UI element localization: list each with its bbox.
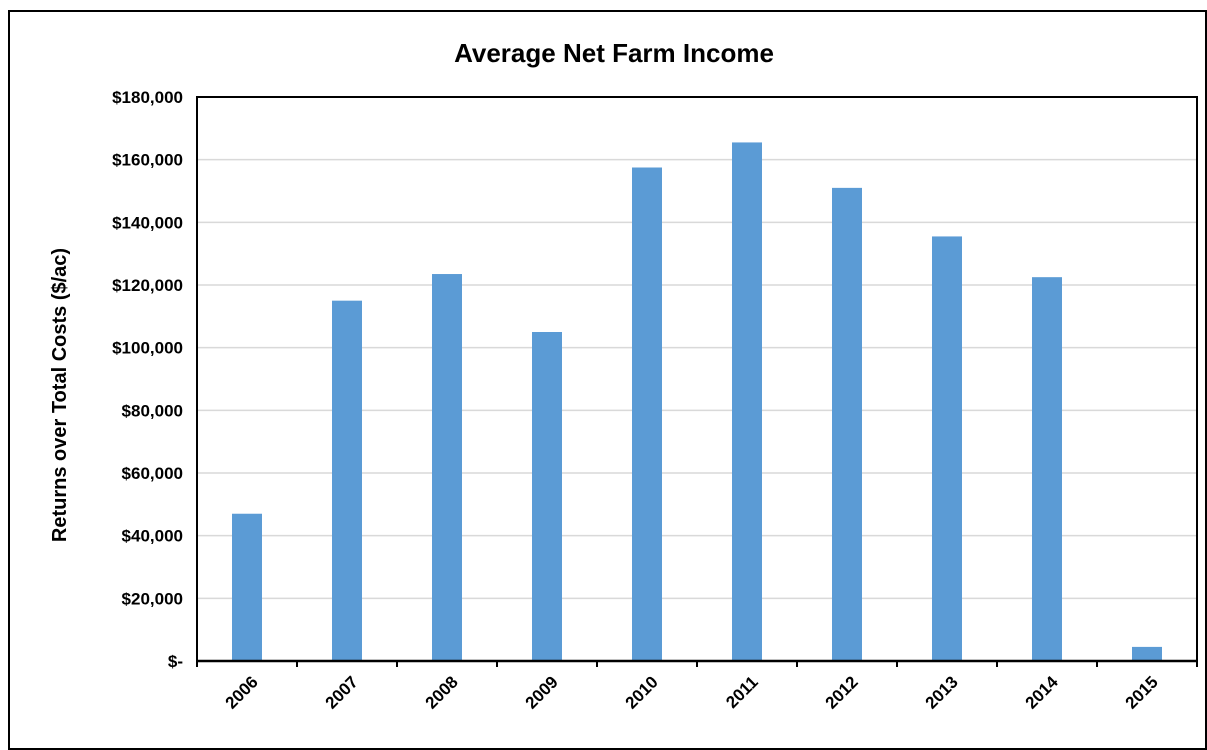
y-tick-label: $20,000 [122, 589, 183, 608]
bar-2009 [532, 332, 562, 661]
axes [196, 96, 1198, 667]
y-axis-title: Returns over Total Costs ($/ac) [49, 248, 71, 542]
y-tick-label: $60,000 [122, 464, 183, 483]
y-tick-label: $180,000 [112, 88, 183, 107]
y-tick-label: $80,000 [122, 401, 183, 420]
x-tick-label: 2015 [1122, 672, 1162, 712]
y-tick-label: $120,000 [112, 276, 183, 295]
y-tick-label: $160,000 [112, 151, 183, 170]
bar-2012 [832, 187, 862, 661]
plot-area-border [196, 96, 1198, 661]
x-tick-label: 2006 [222, 672, 262, 712]
bar-2014 [1032, 277, 1062, 661]
x-tick-label: 2011 [722, 672, 762, 712]
x-tick-label: 2009 [522, 672, 562, 712]
chart-frame [8, 10, 1207, 750]
x-tick-label: 2013 [922, 672, 962, 712]
x-tick-label: 2012 [822, 672, 862, 712]
bar-2015 [1132, 646, 1162, 661]
bars [232, 142, 1162, 661]
bar-2011 [732, 142, 762, 661]
bar-2013 [932, 236, 962, 661]
y-tick-label: $140,000 [112, 213, 183, 232]
x-tick-label: 2014 [1022, 672, 1063, 713]
x-tick-label: 2008 [422, 672, 462, 712]
bar-2007 [332, 300, 362, 661]
y-tick-label: $40,000 [122, 527, 183, 546]
x-tick-label: 2010 [622, 672, 662, 712]
bar-2010 [632, 167, 662, 661]
y-tick-label: $100,000 [112, 339, 183, 358]
bar-2006 [232, 513, 262, 661]
bar-2008 [432, 274, 462, 661]
y-tick-label: $- [168, 652, 183, 671]
x-tick-label: 2007 [322, 672, 362, 712]
chart-title: Average Net Farm Income [454, 38, 774, 68]
